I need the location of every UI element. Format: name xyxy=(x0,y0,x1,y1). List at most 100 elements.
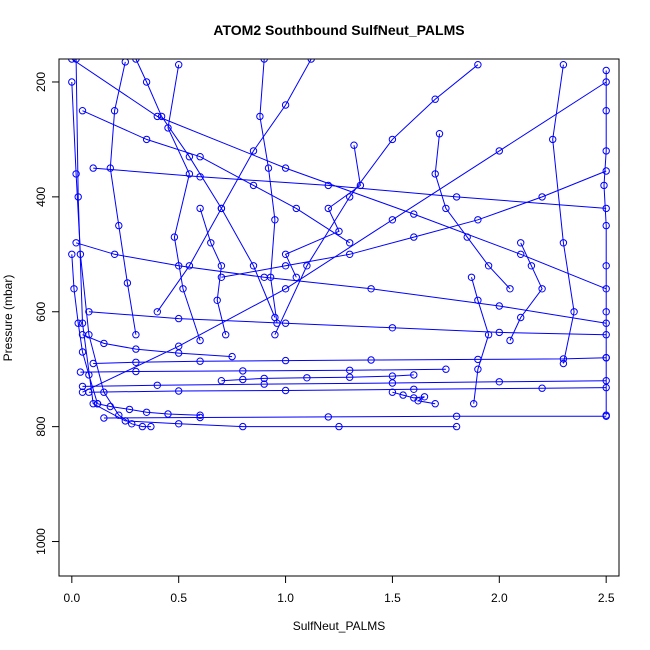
series-27 xyxy=(506,239,546,345)
series-line xyxy=(80,368,446,373)
series-line xyxy=(93,357,607,364)
data-point xyxy=(74,319,82,327)
data-point xyxy=(335,227,343,236)
data-point xyxy=(399,391,407,399)
data-point xyxy=(164,410,172,418)
series-line xyxy=(88,387,607,393)
data-point xyxy=(264,164,273,172)
series-30 xyxy=(85,308,610,339)
chart-title: ATOM2 Southbound SulfNeut_PALMS xyxy=(213,22,464,38)
data-point xyxy=(506,285,514,293)
x-tick-label: 1.0 xyxy=(277,591,294,605)
series-line xyxy=(97,403,201,416)
data-point xyxy=(217,262,226,270)
plot-frame xyxy=(58,58,620,577)
data-point xyxy=(153,308,162,316)
data-point xyxy=(559,359,568,368)
data-point xyxy=(602,204,610,213)
data-point xyxy=(78,382,87,391)
data-point xyxy=(602,331,610,339)
data-point xyxy=(100,339,108,348)
y-tick-label: 600 xyxy=(34,301,48,321)
data-point xyxy=(78,331,87,339)
series-24 xyxy=(132,59,279,322)
data-point xyxy=(367,285,375,293)
data-point xyxy=(74,193,82,201)
series-line xyxy=(71,254,98,404)
data-point xyxy=(410,233,418,241)
data-point xyxy=(495,328,503,337)
data-point xyxy=(431,170,439,178)
data-point xyxy=(281,101,290,109)
data-point xyxy=(142,408,151,416)
data-point xyxy=(442,365,450,373)
data-point xyxy=(249,181,258,190)
data-point xyxy=(70,285,78,293)
series-line xyxy=(109,61,137,335)
data-point xyxy=(602,167,610,175)
series-line xyxy=(167,64,201,341)
series-line xyxy=(434,133,511,290)
series-line xyxy=(259,59,278,324)
series-line xyxy=(103,415,607,419)
data-point xyxy=(602,147,610,155)
data-point xyxy=(495,302,503,310)
series-line xyxy=(471,277,490,404)
y-tick-label: 800 xyxy=(34,416,48,436)
series-line xyxy=(199,208,227,335)
y-tick-label: 400 xyxy=(34,187,48,207)
series-22 xyxy=(93,400,204,419)
data-point xyxy=(420,393,429,401)
data-point xyxy=(89,400,97,408)
data-point xyxy=(217,273,226,281)
data-point xyxy=(207,239,215,247)
data-point xyxy=(89,359,97,368)
plot-area xyxy=(68,59,610,431)
data-point xyxy=(138,422,147,431)
data-point xyxy=(442,204,450,213)
data-point xyxy=(78,348,87,356)
series-line xyxy=(156,59,312,313)
data-point xyxy=(175,420,183,428)
data-point xyxy=(271,216,279,224)
data-point xyxy=(410,210,418,218)
x-tick-label: 0.0 xyxy=(63,591,80,605)
data-point xyxy=(170,233,179,241)
data-point xyxy=(538,193,546,201)
data-point xyxy=(559,60,568,69)
data-point xyxy=(260,59,268,63)
data-point xyxy=(271,331,279,339)
data-point xyxy=(196,357,204,365)
data-point xyxy=(196,413,204,422)
y-axis-label: Pressure (mbar) xyxy=(1,275,15,362)
data-point xyxy=(68,250,76,259)
data-point xyxy=(281,285,290,293)
series-line xyxy=(284,145,361,278)
data-point xyxy=(217,377,226,385)
data-point xyxy=(78,319,87,327)
x-axis: 0.0 0.5 1.0 1.5 2.0 2.5 xyxy=(63,575,615,605)
series-19 xyxy=(256,59,281,327)
data-point xyxy=(281,164,290,172)
data-point xyxy=(602,262,610,270)
data-point xyxy=(517,239,525,247)
series-line xyxy=(392,391,436,405)
data-point xyxy=(559,239,568,247)
data-point xyxy=(602,78,610,86)
series-21 xyxy=(217,371,418,385)
data-point xyxy=(506,336,514,345)
series-line xyxy=(71,59,607,290)
data-point xyxy=(538,384,546,392)
data-point xyxy=(517,313,525,322)
data-point xyxy=(228,352,236,361)
data-point xyxy=(303,262,311,270)
x-tick-label: 2.0 xyxy=(491,591,508,605)
data-point xyxy=(93,400,102,408)
data-point xyxy=(388,324,397,332)
data-point xyxy=(517,250,525,259)
y-tick-label: 200 xyxy=(34,72,48,92)
data-point xyxy=(72,170,80,178)
data-point xyxy=(452,412,461,420)
data-point xyxy=(185,262,194,270)
data-point xyxy=(128,420,136,428)
